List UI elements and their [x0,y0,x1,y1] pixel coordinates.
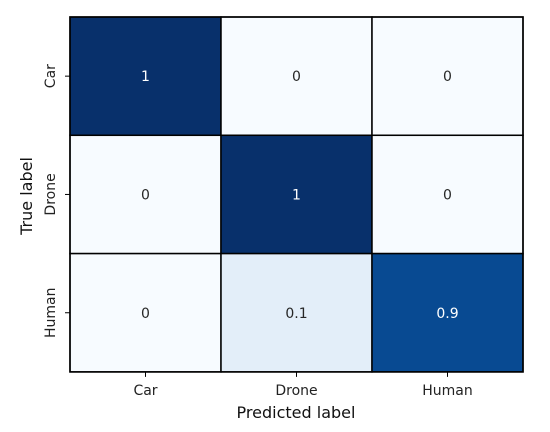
y-tick-label-car: Car [43,64,59,88]
y-tick-label-drone: Drone [43,173,59,215]
heatmap-cells [69,16,524,373]
x-axis-title: Predicted label [237,403,356,422]
heatmap-cell-car-drone [220,16,373,137]
heatmap-cell-car-car [69,16,222,137]
cell-value-car-car: 1 [141,69,150,85]
x-tick-label-car: Car [133,383,157,399]
x-tick-label-drone: Drone [275,383,317,399]
cell-value-drone-human: 0 [443,187,452,203]
cell-value-car-drone: 0 [292,69,301,85]
y-tick-labels: Car Drone Human [43,64,70,338]
y-axis-title: True label [17,157,36,236]
cell-value-human-car: 0 [141,306,150,322]
cell-value-drone-car: 0 [141,187,150,203]
heatmap-cell-drone-drone [220,134,373,255]
heatmap-cell-labels: 1 0 0 0 1 0 0 0.1 0.9 [141,69,459,322]
heatmap-cell-drone-car [69,134,222,255]
cell-value-human-drone: 0.1 [285,306,307,322]
heatmap-cell-human-drone [220,252,373,373]
cell-value-drone-drone: 1 [292,187,301,203]
x-tick-label-human: Human [422,383,473,399]
heatmap-cell-drone-human [371,134,524,255]
y-tick-label-human: Human [43,288,59,339]
cell-value-car-human: 0 [443,69,452,85]
cell-value-human-human: 0.9 [436,306,458,322]
x-tick-labels: Car Drone Human [133,371,473,399]
